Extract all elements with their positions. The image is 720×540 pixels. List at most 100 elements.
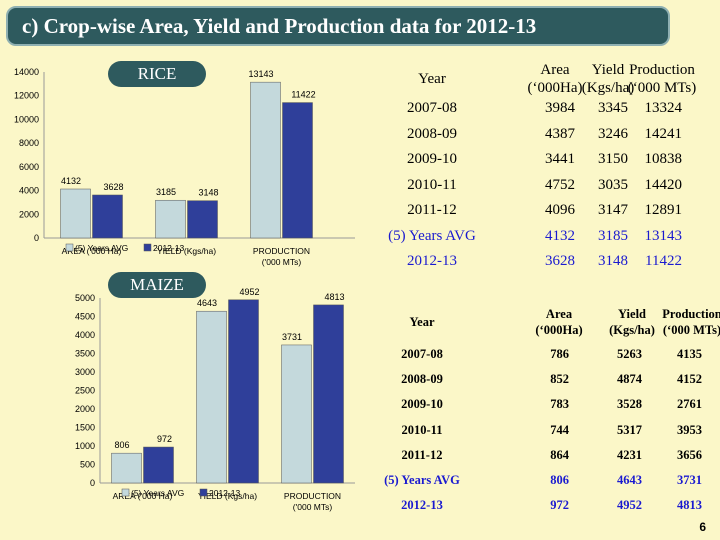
rice-row-year: (5) Years AVG [388,227,476,244]
maize-header-year: Year [409,315,435,329]
maize-legend-swatch [121,488,130,497]
maize-header-unit: (‘000 MTs) [662,323,720,337]
maize-y-tick-label: 1500 [75,423,95,433]
rice-header-area: Area [540,62,570,78]
maize-category-label-unit: ('000 MTs) [293,502,333,512]
maize-category-label: YIELD (Kgs/ha) [198,491,257,501]
rice-y-tick-label: 2000 [19,209,39,219]
rice-table: Year Area (‘000Ha) Yield (Kgs/ha) Production (… [362,60,696,275]
rice-row-value: 3345 [598,100,628,116]
rice-data-label: 11422 [291,90,315,100]
maize-row-year: 2012-13 [401,498,443,513]
page-title: c) Crop-wise Area, Yield and Production … [22,14,537,38]
rice-data-label: 3185 [156,187,176,197]
rice-row-value: 11422 [645,253,682,269]
maize-header-yield: Yield [617,307,646,321]
rice-chart: 0 2000 4000 6000 8000 10000 12000 14000 4132 3628… [14,67,355,267]
rice-bar [187,200,218,239]
maize-data-label: 4813 [324,292,344,302]
maize-category-label: PRODUCTION [284,491,341,501]
page-number: 6 [699,520,706,534]
rice-row-value: 3441 [545,151,575,167]
maize-row-value: 864 [550,447,569,462]
maize-row-value: 4874 [617,372,642,387]
rice-row-value: 4132 [545,227,575,244]
maize-row-year: 2011-12 [401,447,443,462]
maize-row-value: 4135 [677,347,702,361]
maize-y-tick-label: 5000 [75,293,95,303]
maize-y-tick-label: 0 [90,478,95,488]
maize-table: Year Area (‘000Ha) Yield (Kgs/ha) Production (… [362,305,720,515]
maize-bar [281,344,312,484]
rice-y-tick-label: 8000 [19,138,39,148]
maize-legend-swatch [199,488,208,497]
rice-y-tick-label: 4000 [19,186,39,196]
rice-header-unit: (‘000 MTs) [627,80,697,96]
rice-bar [60,188,91,239]
maize-row-value: 806 [550,473,569,487]
maize-row-value: 786 [550,347,569,361]
rice-row-value: 4387 [545,125,575,142]
maize-bar [313,304,344,484]
maize-data-label: 3731 [282,332,302,342]
maize-category-label: AREA ('000 Ha) [113,491,173,501]
maize-y-tick-label: 3000 [75,367,95,377]
maize-row-value: 744 [550,422,569,437]
maize-header-unit: (Kgs/ha) [609,323,655,337]
maize-y-tick-label: 500 [80,460,95,470]
maize-bar [111,452,142,484]
maize-bar [196,310,227,484]
maize-y-tick-label: 3500 [75,349,95,359]
maize-row-value: 3953 [677,422,702,437]
maize-row-value: 4231 [617,447,642,462]
rice-category-label: YIELD (Kgs/ha) [157,246,216,256]
maize-header-production: Production [662,307,720,321]
maize-data-label: 972 [157,434,172,444]
rice-bar [155,199,186,239]
rice-row-value: 3147 [598,202,628,218]
maize-row-value: 4643 [617,473,642,487]
maize-y-tick-label: 4000 [75,330,95,340]
rice-category-label: AREA ('000 Ha) [62,246,122,256]
rice-header-unit: (Kgs/ha) [581,80,635,96]
rice-row-value: 3185 [598,227,628,244]
rice-data-label: 13143 [248,69,273,79]
rice-row-value: 3246 [598,125,628,142]
rice-header-yield: Yield [591,62,625,78]
maize-bar [143,446,174,484]
rice-y-tick-label: 12000 [14,91,39,101]
rice-row-value: 14241 [644,125,683,142]
maize-data-label: 4643 [197,298,217,308]
rice-legend-label: 2012-13 [153,243,184,253]
maize-row-value: 852 [550,372,569,387]
maize-row-value: 4952 [617,498,642,513]
rice-row-value: 3148 [598,253,628,269]
rice-y-tick-label: 6000 [19,162,39,172]
rice-row-value: 4752 [545,176,575,193]
rice-row-value: 12891 [644,202,683,218]
maize-y-tick-label: 2500 [75,386,95,396]
maize-chart: 0 500 1000 1500 2000 2500 3000 3500 4000 4500 5000… [75,287,355,512]
maize-legend-label: (5) Years AVG [131,488,184,498]
rice-bar [250,81,281,239]
rice-category-label: PRODUCTION [253,246,310,256]
rice-row-year: 2009-10 [407,151,457,167]
rice-category-label-unit: ('000 MTs) [262,257,302,267]
rice-row-year: 2012-13 [407,253,457,269]
maize-bar [228,299,259,484]
maize-y-tick-label: 4500 [75,312,95,322]
maize-label: MAIZE [108,272,206,298]
maize-row-value: 2761 [677,397,702,412]
maize-row-year: (5) Years AVG [384,473,460,487]
rice-row-year: 2011-12 [407,202,457,218]
maize-data-label: 806 [114,440,129,450]
rice-row-value: 3150 [598,151,628,167]
rice-row-value: 3035 [598,176,628,193]
rice-label: RICE [108,61,206,87]
rice-row-year: 2010-11 [407,176,457,193]
rice-row-value: 4096 [545,202,575,218]
maize-legend-label: 2012-13 [209,488,240,498]
rice-row-value: 3628 [545,253,575,269]
rice-legend-swatch [65,243,74,252]
rice-header-unit: (‘000Ha) [527,80,583,96]
